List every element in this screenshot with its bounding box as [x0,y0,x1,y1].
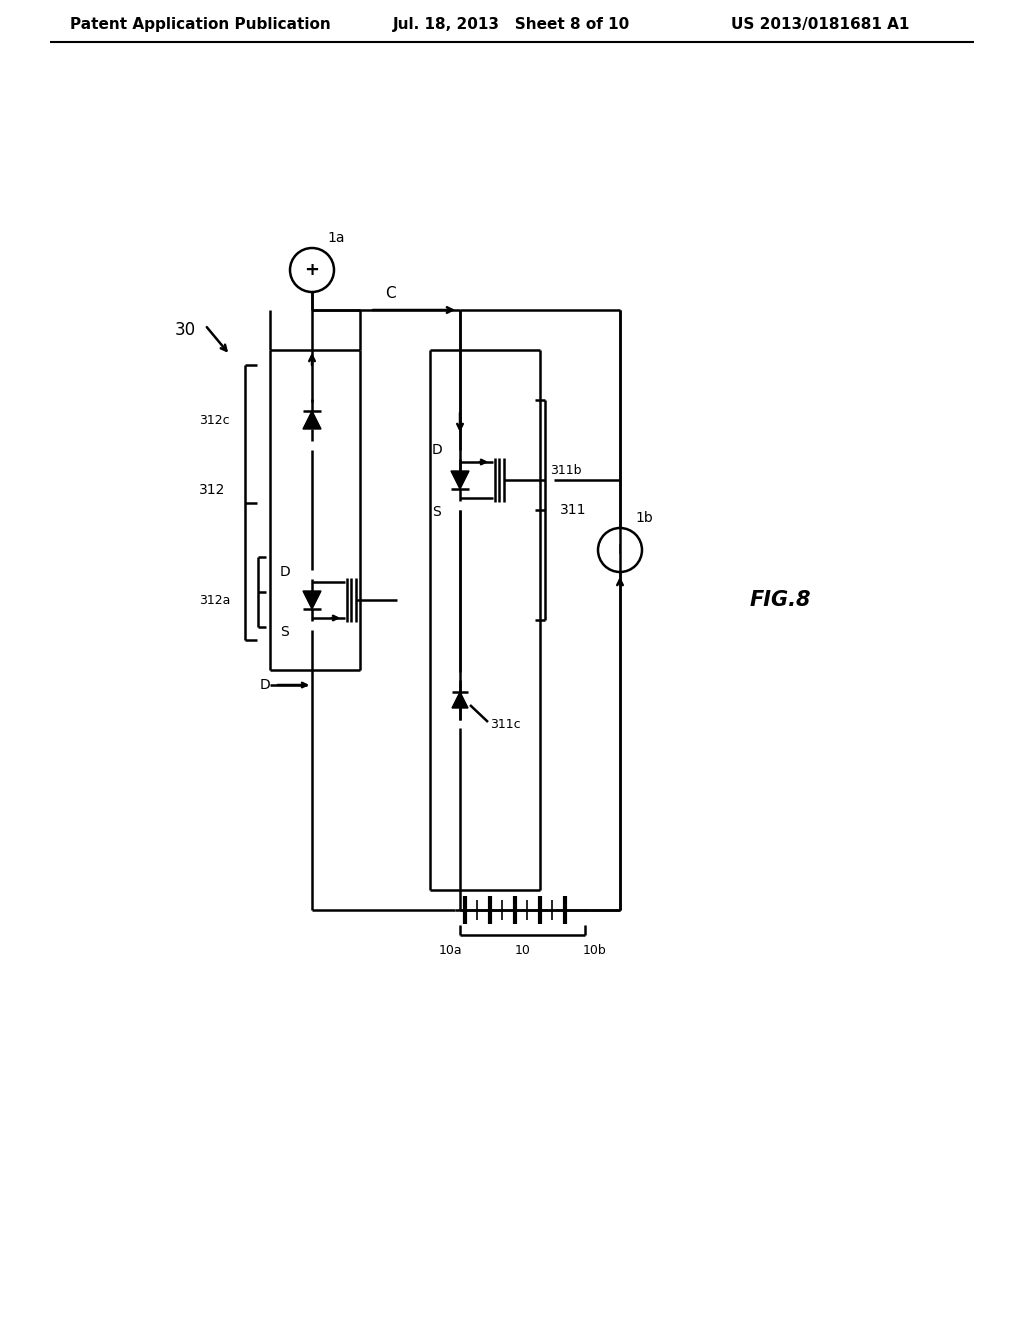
Polygon shape [303,411,321,429]
Text: FIG.8: FIG.8 [750,590,811,610]
Text: 311c: 311c [490,718,520,731]
Polygon shape [452,692,468,708]
Text: Jul. 18, 2013   Sheet 8 of 10: Jul. 18, 2013 Sheet 8 of 10 [393,17,631,33]
Text: 311b: 311b [550,463,582,477]
Text: 311: 311 [560,503,587,517]
Text: I: I [618,543,622,557]
Text: 1b: 1b [635,511,652,525]
Text: US 2013/0181681 A1: US 2013/0181681 A1 [731,17,909,33]
Text: Patent Application Publication: Patent Application Publication [70,17,331,33]
Text: D: D [280,565,291,579]
Text: D: D [432,444,442,457]
Polygon shape [303,591,321,609]
Text: 312a: 312a [199,594,230,606]
Text: S: S [280,624,289,639]
Text: D: D [260,678,270,692]
Text: +: + [304,261,319,279]
Text: 10a: 10a [438,944,462,957]
Polygon shape [451,471,469,488]
Text: 10: 10 [515,944,530,957]
Text: 1a: 1a [327,231,344,246]
Text: 10b: 10b [583,944,607,957]
Text: C: C [385,286,395,301]
Text: S: S [432,506,440,519]
Text: 30: 30 [175,321,197,339]
Text: 312c: 312c [200,413,230,426]
Text: 312: 312 [199,483,225,498]
